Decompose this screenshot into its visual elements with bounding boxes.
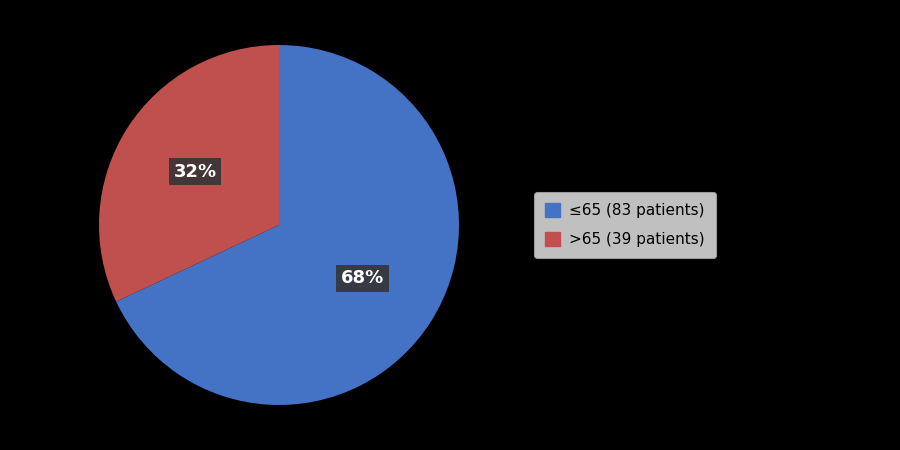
- Text: 32%: 32%: [174, 163, 217, 181]
- Text: 68%: 68%: [341, 269, 384, 287]
- Legend: ≤65 (83 patients), >65 (39 patients): ≤65 (83 patients), >65 (39 patients): [534, 192, 716, 258]
- Wedge shape: [99, 45, 279, 302]
- Wedge shape: [116, 45, 459, 405]
